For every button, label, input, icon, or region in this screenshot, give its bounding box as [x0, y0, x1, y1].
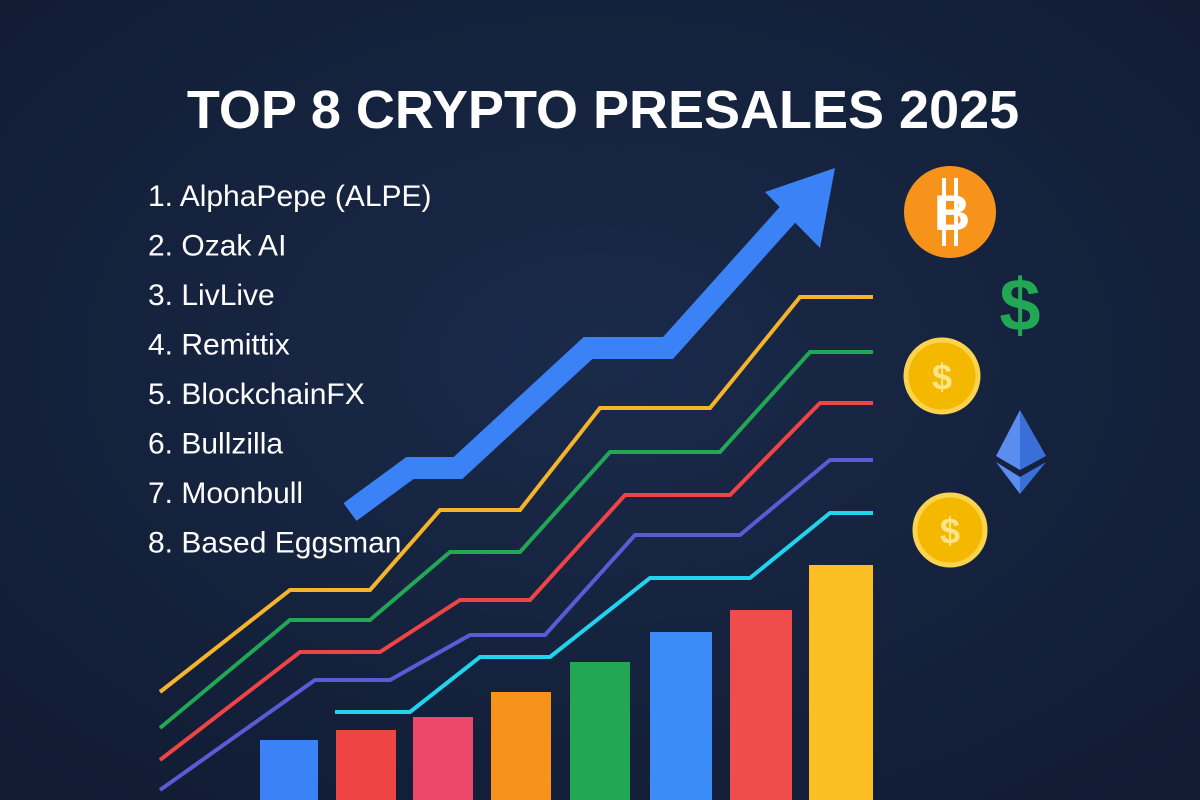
- icons: B $ $ $: [903, 166, 1046, 568]
- bar: [570, 662, 630, 800]
- list-item: 4. Remittix: [148, 328, 290, 361]
- gold-coin: [912, 492, 988, 568]
- trend-line: [335, 511, 873, 714]
- ethereum-part: [996, 410, 1020, 470]
- trend-line: [158, 458, 873, 792]
- trend-line: [158, 401, 873, 762]
- ethereum-part: [1020, 410, 1046, 470]
- trend-line: [158, 295, 873, 694]
- coin-symbol: $: [940, 511, 960, 552]
- bars: [260, 565, 873, 800]
- bar: [730, 610, 792, 800]
- list-item: 8. Based Eggsman: [148, 526, 402, 559]
- list-item: 7. Moonbull: [148, 477, 303, 510]
- growth-arrow: [343, 168, 835, 521]
- trend-line: [158, 350, 873, 730]
- list-item: 2. Ozak AI: [148, 229, 286, 262]
- bar: [650, 632, 712, 800]
- list-item: 5. BlockchainFX: [148, 378, 365, 411]
- trend-lines: [158, 295, 873, 792]
- bar: [809, 565, 873, 800]
- gold-coin: [903, 337, 981, 415]
- bitcoin-symbol: B: [934, 185, 970, 241]
- bar: [413, 717, 473, 800]
- arrow-head: [765, 168, 835, 248]
- bitcoin-coin: [904, 166, 996, 258]
- bar: [336, 730, 396, 800]
- title: TOP 8 CRYPTO PRESALES 2025: [187, 80, 1019, 140]
- list-item: 1. AlphaPepe (ALPE): [148, 180, 432, 213]
- bar: [260, 740, 318, 800]
- arrow-shaft: [343, 204, 799, 521]
- list-item: 6. Bullzilla: [148, 427, 283, 460]
- ethereum-part: [1020, 462, 1046, 494]
- presale-list: 1. AlphaPepe (ALPE) 2. Ozak AI 3. LivLive 4…: [148, 180, 432, 560]
- bar: [491, 692, 551, 800]
- dollar-sign: $: [999, 264, 1040, 347]
- coin-symbol: $: [932, 357, 952, 398]
- ethereum-part: [996, 462, 1020, 494]
- list-item: 3. LivLive: [148, 279, 275, 312]
